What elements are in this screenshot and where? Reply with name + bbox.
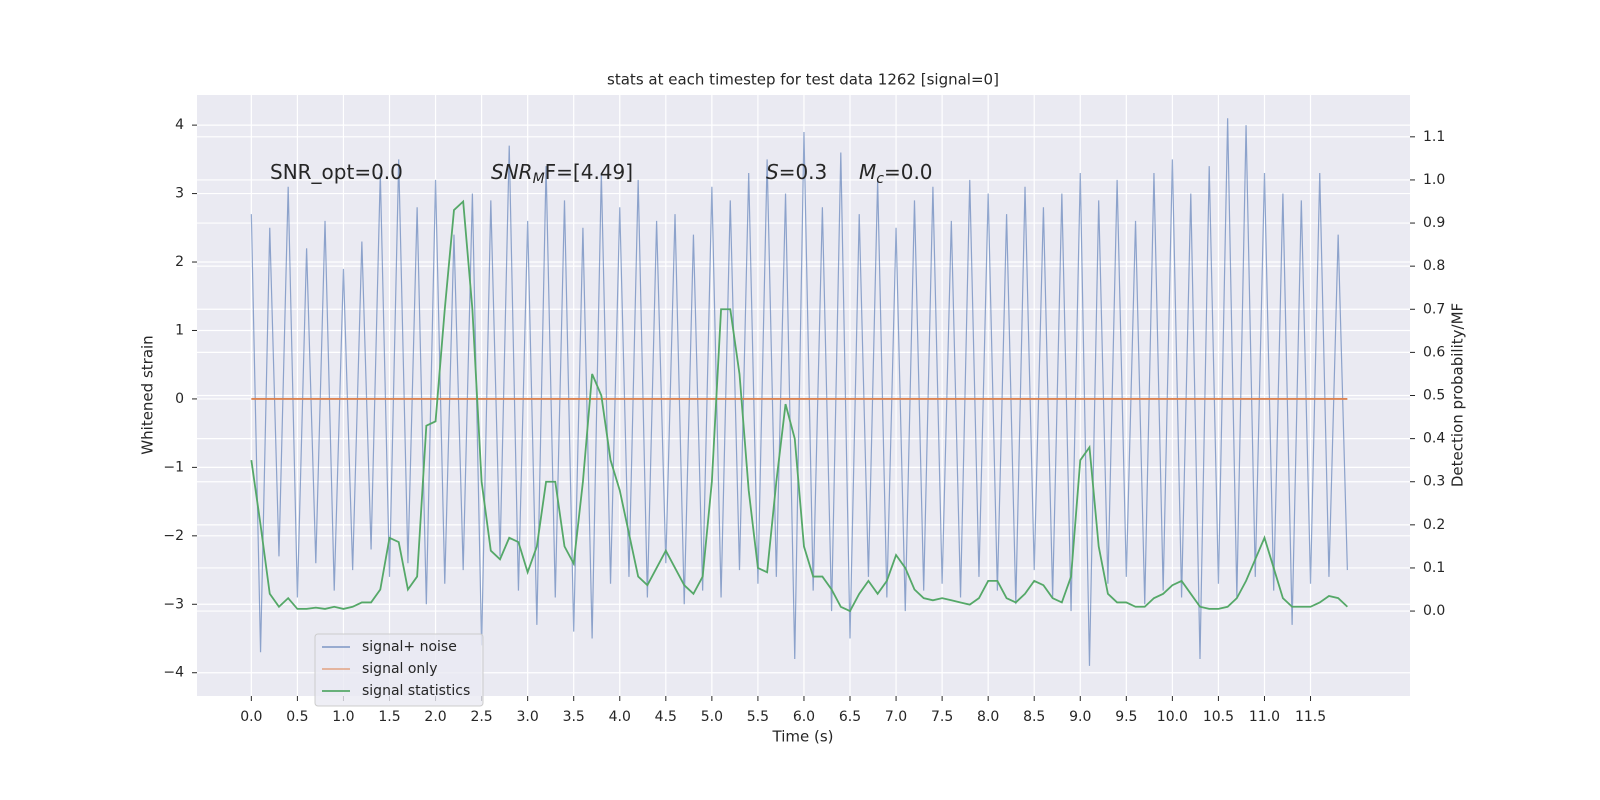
annotation-sub: c — [876, 171, 884, 187]
x-tick-label: 11.0 — [1249, 709, 1280, 725]
x-tick-label: 7.0 — [885, 709, 907, 725]
y2-tick-label: 1.1 — [1423, 129, 1445, 145]
x-axis-label: Time (s) — [772, 728, 834, 746]
x-tick-label: 1.0 — [332, 709, 354, 725]
legend-label: signal+ noise — [362, 639, 457, 655]
y2-tick-label: 0.2 — [1423, 517, 1445, 533]
annotation-rest: F=[4.49] — [545, 160, 633, 184]
x-tick-label: 4.5 — [655, 709, 677, 725]
annotation-text: SNR_opt=0.0 — [270, 160, 403, 184]
annotation: Mc=0.0 — [859, 160, 933, 188]
x-tick-label: 3.0 — [517, 709, 539, 725]
y2-tick-label: 0.9 — [1423, 215, 1445, 231]
legend-label: signal only — [362, 661, 437, 677]
y-axis-label: Whitened strain — [139, 335, 157, 454]
annotation: S=0.3 — [766, 160, 827, 184]
x-tick-label: 2.0 — [424, 709, 446, 725]
legend-box — [314, 633, 484, 707]
series-line — [250, 118, 1348, 666]
x-tick-label: 6.0 — [793, 709, 815, 725]
x-tick-label: 3.5 — [563, 709, 585, 725]
legend-label: signal statistics — [362, 683, 470, 699]
y2-axis-label: Detection probability/MF — [1449, 303, 1467, 487]
x-tick-label: 4.0 — [609, 709, 631, 725]
chart-title: stats at each timestep for test data 126… — [607, 71, 999, 89]
annotation-rest: =0.3 — [779, 160, 828, 184]
x-tick-label: 10.5 — [1203, 709, 1234, 725]
y2-tick-label: 0.0 — [1423, 603, 1445, 619]
annotation-math: SNR — [491, 160, 533, 184]
x-tick-label: 0.0 — [240, 709, 262, 725]
x-tick-label: 5.0 — [701, 709, 723, 725]
y2-tick-label: 0.5 — [1423, 388, 1445, 404]
y-tick-label: −2 — [163, 528, 184, 544]
x-tick-label: 1.5 — [378, 709, 400, 725]
y-tick-label: 4 — [175, 117, 184, 133]
y2-tick-label: 1.0 — [1423, 172, 1445, 188]
x-tick-label: 8.5 — [1023, 709, 1045, 725]
x-tick-label: 9.0 — [1069, 709, 1091, 725]
y-tick-label: −4 — [163, 665, 184, 681]
y-tick-label: 1 — [175, 322, 184, 338]
x-tick-label: 10.0 — [1157, 709, 1188, 725]
y-tick-label: 3 — [175, 186, 184, 202]
annotation: SNRMF=[4.49] — [491, 160, 633, 188]
x-tick-label: 5.5 — [747, 709, 769, 725]
y-tick-label: −3 — [163, 596, 184, 612]
x-tick-label: 2.5 — [470, 709, 492, 725]
x-tick-label: 8.0 — [977, 709, 999, 725]
annotation-math: S — [766, 160, 779, 184]
annotation: SNR_opt=0.0 — [270, 160, 403, 184]
x-tick-label: 6.5 — [839, 709, 861, 725]
y-tick-label: 2 — [175, 254, 184, 270]
x-tick-label: 7.5 — [931, 709, 953, 725]
annotation-math: M — [859, 160, 876, 184]
annotation-sub: M — [533, 171, 545, 187]
series-line — [250, 199, 1348, 613]
y2-tick-label: 0.7 — [1423, 301, 1445, 317]
y2-tick-label: 0.3 — [1423, 474, 1445, 490]
y2-tick-label: 0.8 — [1423, 258, 1445, 274]
x-tick-label: 11.5 — [1295, 709, 1326, 725]
y-tick-label: −1 — [163, 459, 184, 475]
x-tick-label: 9.5 — [1115, 709, 1137, 725]
annotation-rest: =0.0 — [884, 160, 933, 184]
y2-tick-label: 0.1 — [1423, 560, 1445, 576]
y-tick-label: 0 — [175, 391, 184, 407]
y2-tick-label: 0.4 — [1423, 431, 1445, 447]
x-tick-label: 0.5 — [286, 709, 308, 725]
y2-tick-label: 0.6 — [1423, 344, 1445, 360]
